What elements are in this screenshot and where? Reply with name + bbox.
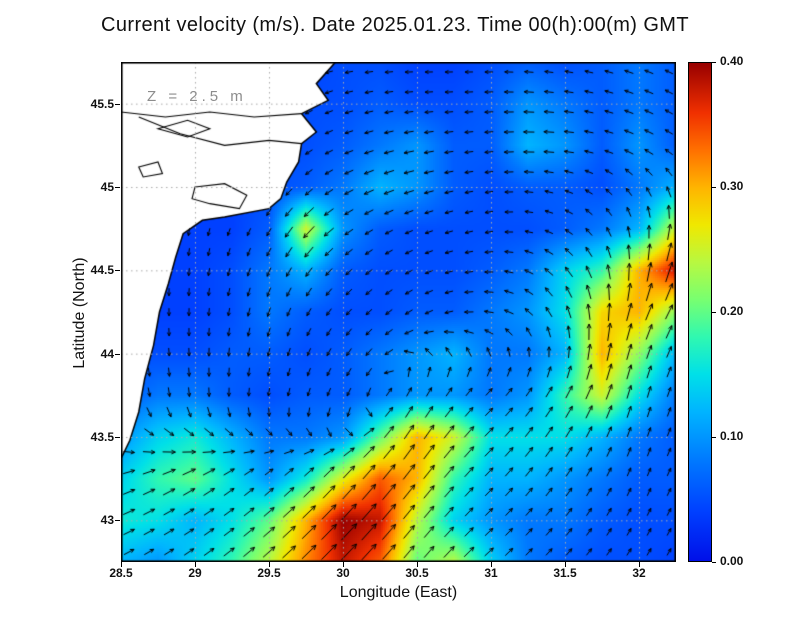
x-tick-label: 29	[188, 566, 202, 580]
x-tick-label: 30.5	[405, 566, 429, 580]
x-tick-mark	[269, 562, 270, 567]
y-tick-label: 44	[100, 346, 114, 361]
y-tick-label: 45	[100, 180, 114, 194]
colorbar-tick-mark	[712, 312, 716, 313]
y-tick-mark	[115, 187, 120, 188]
colorbar-tick-mark	[712, 437, 716, 438]
colorbar-tick-mark	[712, 62, 716, 63]
colorbar	[688, 62, 712, 562]
velocity-map-canvas	[121, 62, 676, 562]
depth-annotation: Z = 2.5 m	[147, 88, 247, 105]
y-tick-mark	[115, 437, 120, 438]
x-tick-mark	[565, 562, 566, 567]
x-tick-label: 28.5	[109, 566, 133, 580]
colorbar-tick-label: 0.20	[720, 304, 744, 318]
x-tick-mark	[491, 562, 492, 567]
chart-title: Current velocity (m/s). Date 2025.01.23.…	[101, 14, 689, 36]
y-tick-label: 43	[100, 513, 114, 528]
y-tick-label: 45.5	[90, 96, 114, 111]
x-tick-mark	[121, 562, 122, 567]
y-tick-mark	[115, 103, 120, 105]
plot-area: Z = 2.5 m	[121, 62, 676, 562]
x-tick-label: 31.5	[553, 566, 577, 580]
x-tick-mark	[639, 562, 640, 567]
x-tick-label: 29.5	[257, 566, 281, 580]
x-tick-mark	[417, 562, 418, 567]
colorbar-tick-mark	[712, 562, 716, 563]
x-tick-label: 30	[336, 566, 350, 580]
x-axis-title: Longitude (East)	[339, 584, 458, 601]
y-tick-mark	[115, 353, 120, 355]
colorbar-tick-label: 0.30	[720, 179, 744, 193]
y-tick-mark	[115, 520, 120, 522]
y-tick-label: 43.5	[90, 430, 114, 444]
y-tick-label: 44.5	[90, 263, 114, 278]
colorbar-tick-label: 0.10	[720, 429, 744, 443]
y-tick-mark	[115, 270, 120, 272]
x-tick-mark	[195, 562, 196, 567]
x-tick-mark	[343, 562, 344, 567]
x-tick-label: 32	[632, 566, 646, 580]
colorbar-tick-label: 0.40	[720, 54, 744, 68]
colorbar-tick-label: 0.00	[720, 554, 744, 568]
y-axis-title: Latitude (North)	[71, 257, 88, 369]
colorbar-tick-mark	[712, 187, 716, 188]
x-tick-label: 31	[484, 566, 498, 580]
